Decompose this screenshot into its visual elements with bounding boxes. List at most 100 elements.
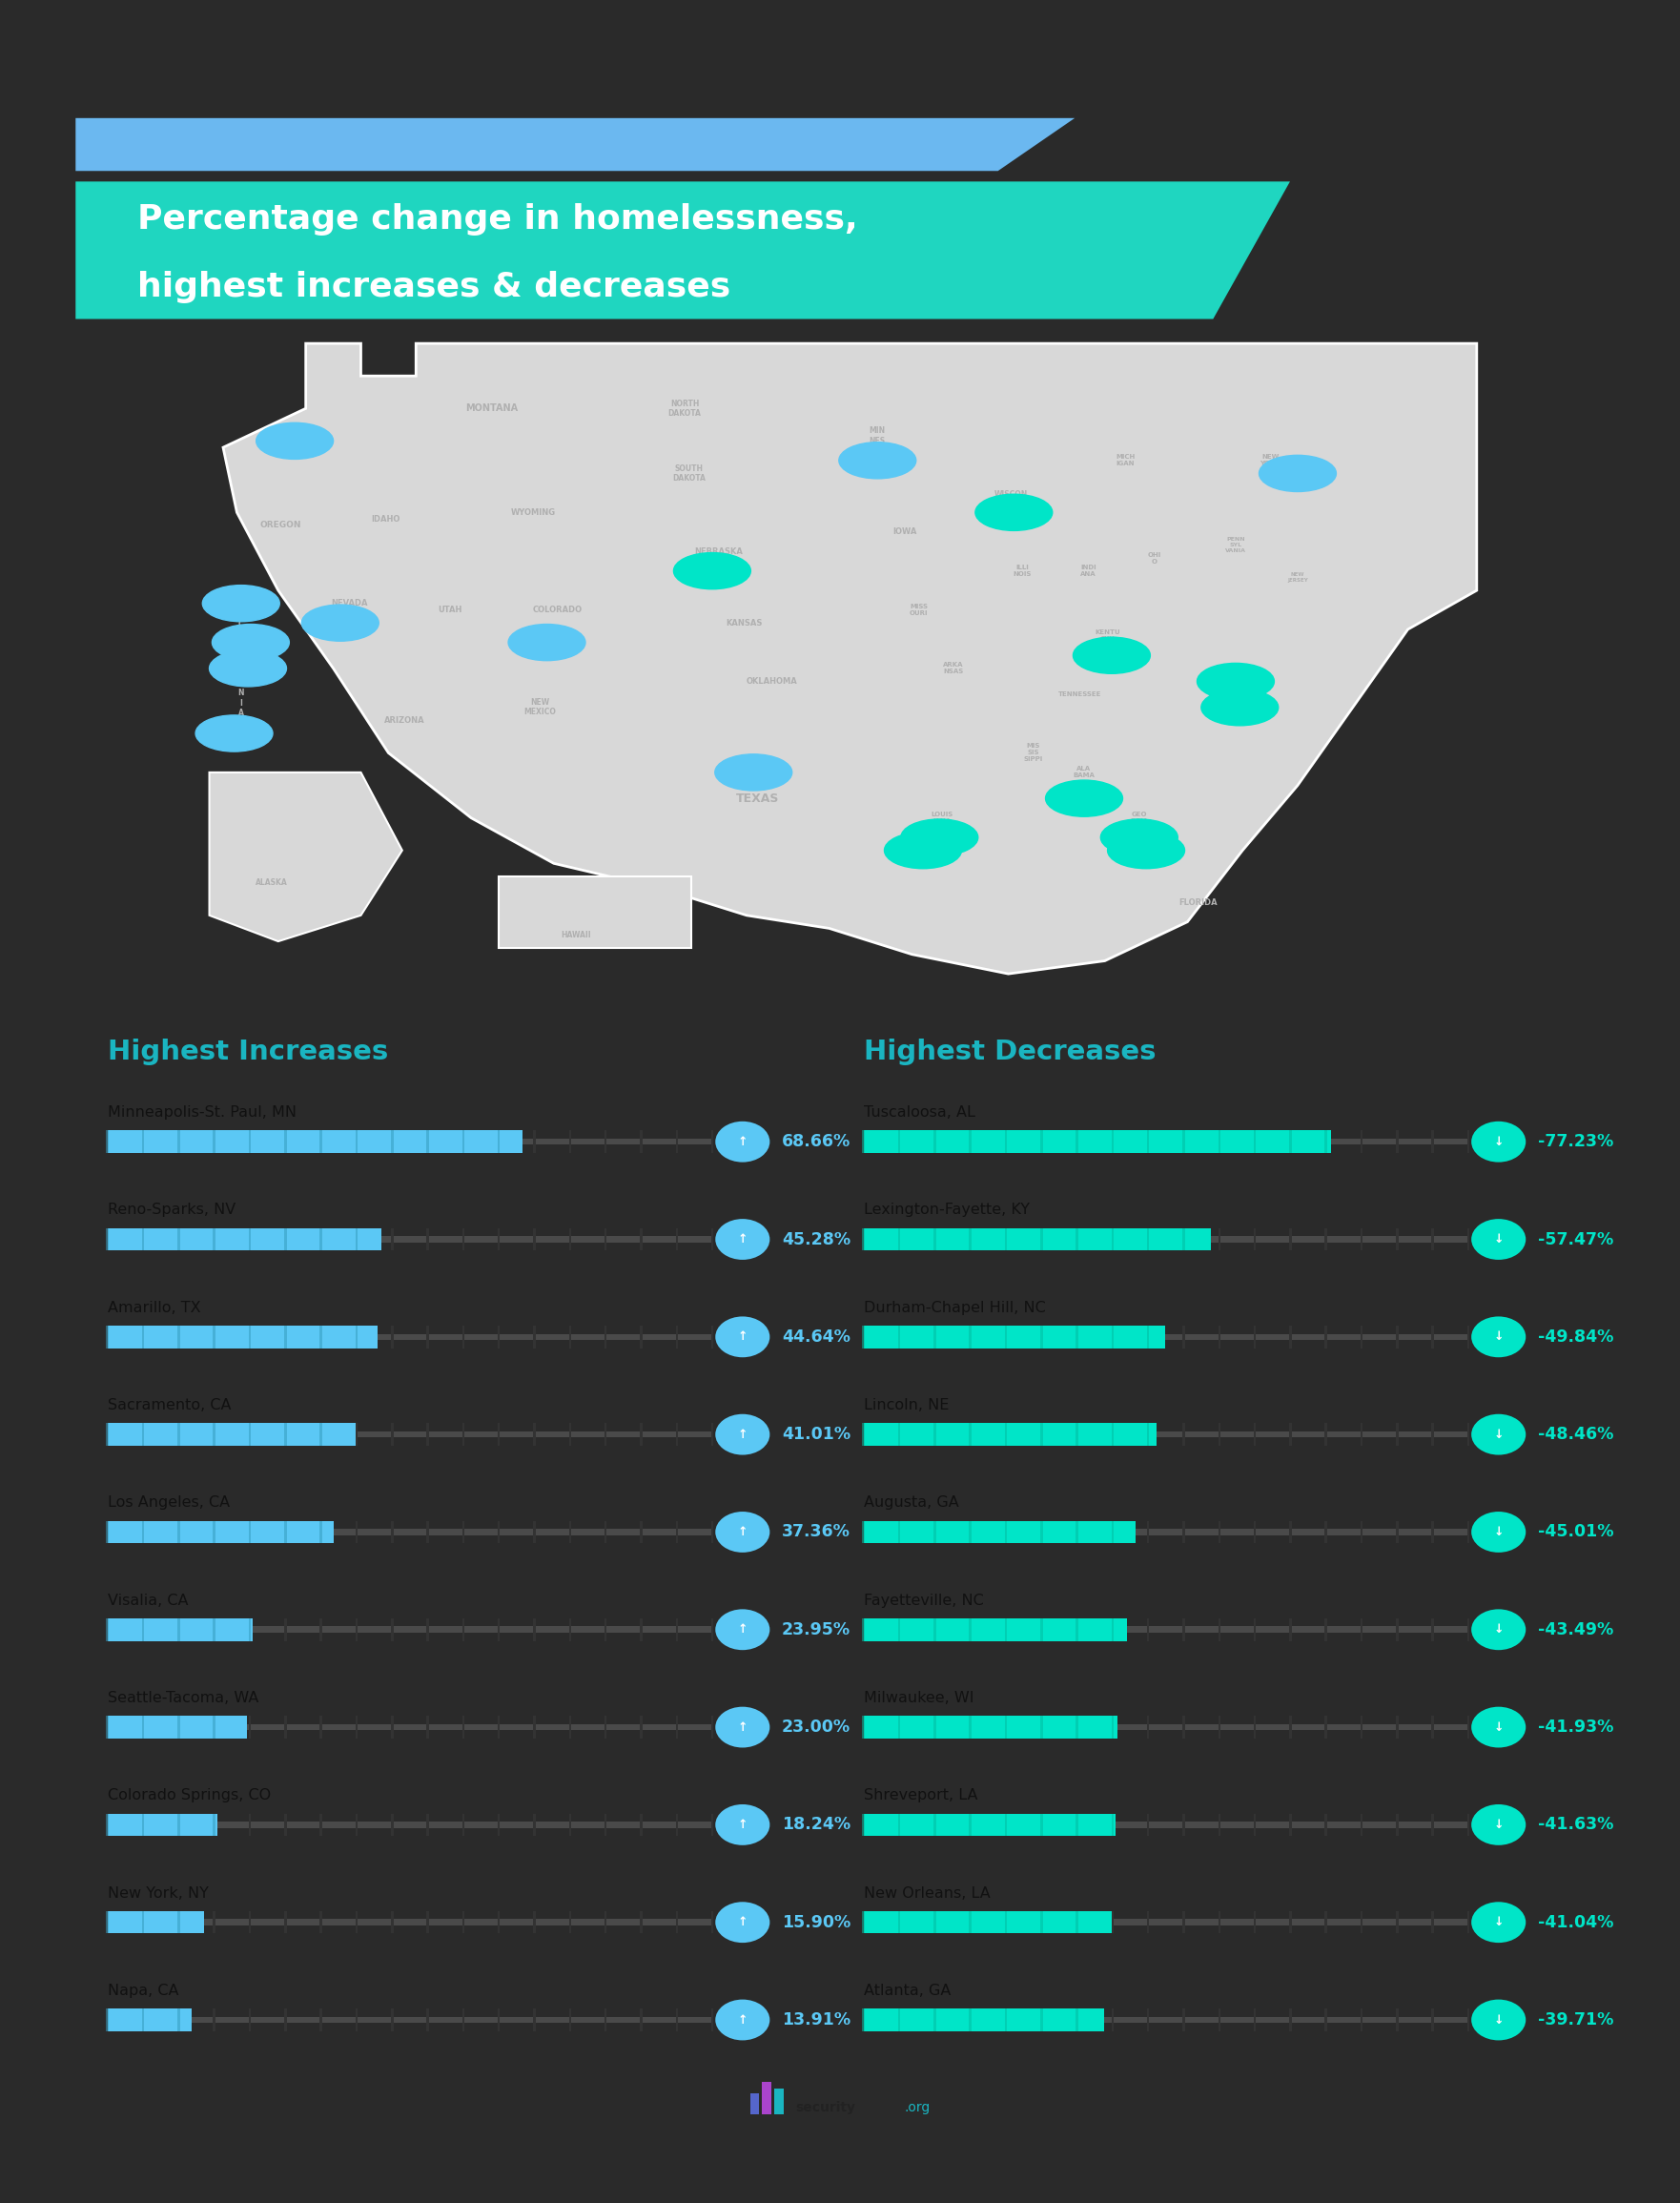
Bar: [391, 1716, 393, 1738]
Bar: [284, 1813, 287, 1835]
Bar: [862, 1227, 865, 1251]
Text: ↑: ↑: [738, 1721, 748, 1734]
Text: Atlanta, GA: Atlanta, GA: [864, 1983, 951, 1998]
Bar: [1147, 1326, 1149, 1348]
Bar: [605, 1423, 606, 1445]
Text: SOUTH
DAKOTA: SOUTH DAKOTA: [672, 465, 706, 482]
Text: ALASKA: ALASKA: [255, 879, 287, 888]
Bar: [969, 1619, 971, 1641]
Text: PENN
SYL
VANIA: PENN SYL VANIA: [1225, 538, 1247, 553]
Text: OKLAHOMA: OKLAHOMA: [746, 676, 796, 685]
Bar: [969, 1130, 971, 1152]
Bar: [1040, 1910, 1043, 1934]
Bar: [213, 2009, 215, 2031]
Bar: [1218, 1227, 1220, 1251]
Bar: [462, 1326, 464, 1348]
Bar: [1005, 1520, 1006, 1544]
Bar: [1218, 1130, 1220, 1152]
Bar: [249, 1716, 250, 1738]
Bar: [1326, 1910, 1327, 1934]
Bar: [675, 2009, 679, 2031]
Bar: [462, 1716, 464, 1738]
Bar: [711, 2009, 714, 2031]
Bar: [934, 1423, 936, 1445]
Bar: [1040, 1130, 1043, 1152]
Bar: [1396, 1326, 1398, 1348]
Bar: [178, 1130, 180, 1152]
Text: MIS
SIS
SIPPI: MIS SIS SIPPI: [1023, 742, 1043, 762]
Text: security: security: [796, 2099, 855, 2115]
Bar: [1040, 1813, 1043, 1835]
Bar: [249, 1423, 250, 1445]
Bar: [356, 1227, 358, 1251]
Bar: [934, 2009, 936, 2031]
Bar: [1112, 1520, 1114, 1544]
Bar: [1467, 1227, 1470, 1251]
Bar: [1075, 1423, 1079, 1445]
Bar: [897, 1130, 900, 1152]
Bar: [1005, 1227, 1006, 1251]
Circle shape: [255, 423, 333, 458]
Bar: [862, 1130, 865, 1152]
Text: NEBRASKA: NEBRASKA: [696, 546, 743, 555]
Bar: [1075, 1227, 1079, 1251]
Bar: [106, 1227, 109, 1251]
Bar: [1112, 1716, 1114, 1738]
Bar: [356, 1813, 358, 1835]
Bar: [141, 1130, 144, 1152]
Bar: [711, 1813, 714, 1835]
Text: ↓: ↓: [1494, 1917, 1504, 1928]
Bar: [570, 1423, 571, 1445]
Text: WASHINGTON: WASHINGTON: [262, 436, 329, 445]
Text: MISS
OURI: MISS OURI: [909, 604, 927, 617]
Bar: [1467, 1520, 1470, 1544]
Bar: [864, 1619, 1127, 1641]
Bar: [897, 1520, 900, 1544]
Bar: [675, 1423, 679, 1445]
Bar: [862, 1619, 865, 1641]
Bar: [862, 1813, 865, 1835]
Bar: [1396, 1130, 1398, 1152]
Bar: [1147, 1326, 1149, 1348]
Circle shape: [1472, 2000, 1525, 2040]
Text: Tuscaloosa, AL: Tuscaloosa, AL: [864, 1106, 974, 1119]
Bar: [1005, 1619, 1006, 1641]
Text: 23.95%: 23.95%: [781, 1621, 850, 1639]
Text: TEXAS: TEXAS: [736, 793, 780, 804]
Bar: [1183, 1227, 1184, 1251]
Bar: [356, 1716, 358, 1738]
Bar: [391, 1423, 393, 1445]
Bar: [1253, 1227, 1257, 1251]
Text: MICH
IGAN: MICH IGAN: [1116, 454, 1136, 467]
Bar: [969, 1813, 971, 1835]
Bar: [1467, 1716, 1470, 1738]
Bar: [462, 1130, 464, 1152]
Bar: [319, 1619, 323, 1641]
Bar: [427, 1520, 428, 1544]
Bar: [1467, 1326, 1470, 1348]
Bar: [106, 1619, 109, 1641]
Circle shape: [1258, 456, 1336, 491]
Bar: [1361, 1423, 1362, 1445]
Bar: [969, 1227, 971, 1251]
Bar: [897, 2009, 900, 2031]
Bar: [497, 1520, 501, 1544]
Text: -57.47%: -57.47%: [1537, 1231, 1613, 1247]
Bar: [1183, 2009, 1184, 2031]
Bar: [533, 1326, 536, 1348]
Bar: [711, 1716, 714, 1738]
Bar: [897, 1423, 900, 1445]
Bar: [356, 1910, 358, 1934]
Bar: [106, 1716, 109, 1738]
Bar: [1075, 1130, 1079, 1152]
Polygon shape: [223, 344, 1477, 974]
Bar: [284, 1716, 287, 1738]
Circle shape: [884, 833, 961, 868]
Bar: [141, 1716, 144, 1738]
Bar: [1040, 1716, 1043, 1738]
Bar: [1112, 1326, 1114, 1348]
Bar: [1218, 1423, 1220, 1445]
Bar: [249, 1910, 250, 1934]
Bar: [1289, 1130, 1292, 1152]
Bar: [934, 1910, 936, 1934]
